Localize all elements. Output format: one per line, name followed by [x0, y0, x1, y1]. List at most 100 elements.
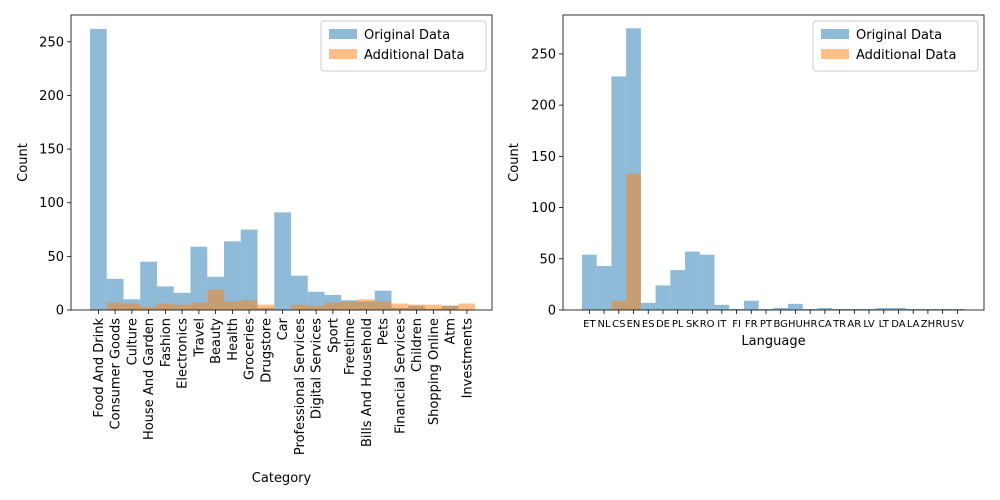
y-tick-label: 100 — [39, 196, 64, 211]
original-bar-pl — [670, 270, 686, 310]
x-tick-label: RU — [935, 319, 949, 330]
additional-bar-house-and-garden — [140, 306, 157, 310]
x-tick-label: Freetime — [343, 318, 358, 375]
original-bar-ru — [935, 308, 950, 310]
additional-bar-pets — [374, 301, 392, 310]
y-tick-label: 100 — [531, 201, 556, 216]
legend-box — [320, 20, 487, 72]
x-tick-label: House And Garden — [142, 318, 157, 440]
additional-bar-financial-services — [391, 303, 409, 310]
original-bar-sv — [950, 308, 965, 310]
y-axis-label: Count — [16, 143, 31, 182]
original-bar-la — [905, 308, 921, 310]
original-bar-et — [582, 254, 597, 310]
original-bar-hu — [788, 303, 803, 310]
additional-bar-drugstore — [257, 304, 275, 310]
x-axis-label: Language — [741, 334, 805, 349]
plot-frame — [70, 14, 493, 311]
x-tick-label: Bills And Household — [360, 318, 375, 447]
y-tick-label: 150 — [531, 150, 556, 165]
x-tick-label: Beauty — [209, 318, 224, 364]
y-tick-label: 200 — [39, 89, 64, 104]
y-tick-label: 250 — [39, 35, 64, 50]
x-axis-label: Category — [252, 471, 312, 486]
additional-bar-sport — [324, 302, 342, 310]
original-bar-groceries — [240, 229, 258, 310]
x-tick-label: HR — [803, 319, 818, 330]
additional-bar-groceries — [240, 300, 258, 310]
x-tick-label: LA — [907, 319, 920, 330]
original-bar-de — [655, 285, 671, 310]
x-tick-label: Financial Services — [393, 318, 408, 434]
original-bar-fr — [743, 300, 759, 310]
y-tick-label: 200 — [531, 99, 556, 114]
original-bar-lt — [876, 307, 892, 310]
y-tick-label: 0 — [548, 304, 556, 319]
original-bar-house-and-garden — [140, 261, 157, 310]
language-histogram: 0 50 100 150 200 250 ET NL CS EN ES DE PL SK RO IT FI FR… — [507, 14, 985, 349]
original-bar-lv — [861, 308, 877, 310]
y-tick-label: 250 — [531, 47, 556, 62]
plot-frame — [562, 14, 985, 311]
x-tick-label: EN — [627, 319, 641, 330]
x-tick-label: TR — [832, 319, 846, 330]
legend-label: Additional Data — [856, 48, 956, 63]
x-tick-label: Professional Services — [293, 318, 308, 455]
additional-bar-shopping-online — [425, 304, 442, 310]
original-bar-zh — [920, 308, 936, 310]
x-tick-label: SK — [686, 319, 699, 330]
y-tick-label: 50 — [539, 252, 556, 267]
original-bar-food-and-drink — [90, 28, 107, 310]
original-bar-it — [714, 304, 730, 310]
x-tick-label: FI — [732, 319, 741, 330]
legend-box — [812, 20, 979, 72]
x-tick-label: CA — [818, 319, 832, 330]
original-bar-fi — [729, 308, 744, 310]
x-tick-label: PL — [672, 319, 684, 330]
x-tick-label: Shopping Online — [427, 318, 442, 425]
x-tick-label: Electronics — [176, 318, 191, 389]
additional-bar-electronics — [173, 304, 191, 310]
original-bar-cs — [611, 76, 627, 310]
legend: Original Data Additional Data — [320, 20, 487, 72]
legend-label: Additional Data — [364, 48, 464, 63]
x-tick-label: HU — [788, 319, 803, 330]
x-tick-label: Travel — [192, 318, 207, 358]
x-tick-label: DA — [891, 319, 906, 330]
x-tick-label: Consumer Goods — [109, 318, 124, 430]
legend-swatch — [821, 29, 849, 39]
x-tick-label: LT — [879, 319, 890, 330]
category-bars — [90, 28, 476, 310]
x-tick-label: AR — [847, 319, 861, 330]
legend: Original Data Additional Data — [812, 20, 979, 72]
x-tick-label: ES — [642, 319, 655, 330]
x-tick-label: Groceries — [243, 318, 258, 380]
original-bar-professional-services — [291, 275, 308, 310]
legend-swatch — [329, 29, 357, 39]
x-axis: Food And Drink Consumer Goods Culture House… — [92, 310, 475, 455]
x-tick-label: ET — [583, 319, 596, 330]
y-tick-label: 0 — [56, 304, 64, 319]
additional-bar-professional-services — [291, 304, 308, 310]
x-tick-label: Food And Drink — [92, 318, 107, 418]
x-tick-label: Fashion — [159, 318, 174, 367]
additional-bar-cs — [611, 300, 627, 310]
language-bars — [582, 28, 965, 310]
x-tick-label: NL — [598, 319, 611, 330]
original-bar-da — [891, 307, 906, 310]
x-tick-label: Culture — [125, 318, 140, 365]
x-tick-label: CS — [612, 319, 625, 330]
x-tick-label: Pets — [377, 318, 392, 345]
additional-bar-consumer-goods — [106, 302, 124, 310]
x-tick-label: LV — [863, 319, 874, 330]
additional-bar-travel — [190, 302, 208, 310]
additional-bar-atm — [441, 305, 459, 310]
x-tick-label: RO — [700, 319, 715, 330]
x-tick-label: ZH — [921, 319, 935, 330]
legend-label: Original Data — [856, 28, 942, 43]
additional-bar-investments — [458, 303, 476, 310]
legend-swatch — [821, 49, 849, 59]
original-bar-hr — [802, 308, 818, 310]
y-axis: 0 50 100 150 200 250 — [39, 35, 71, 319]
